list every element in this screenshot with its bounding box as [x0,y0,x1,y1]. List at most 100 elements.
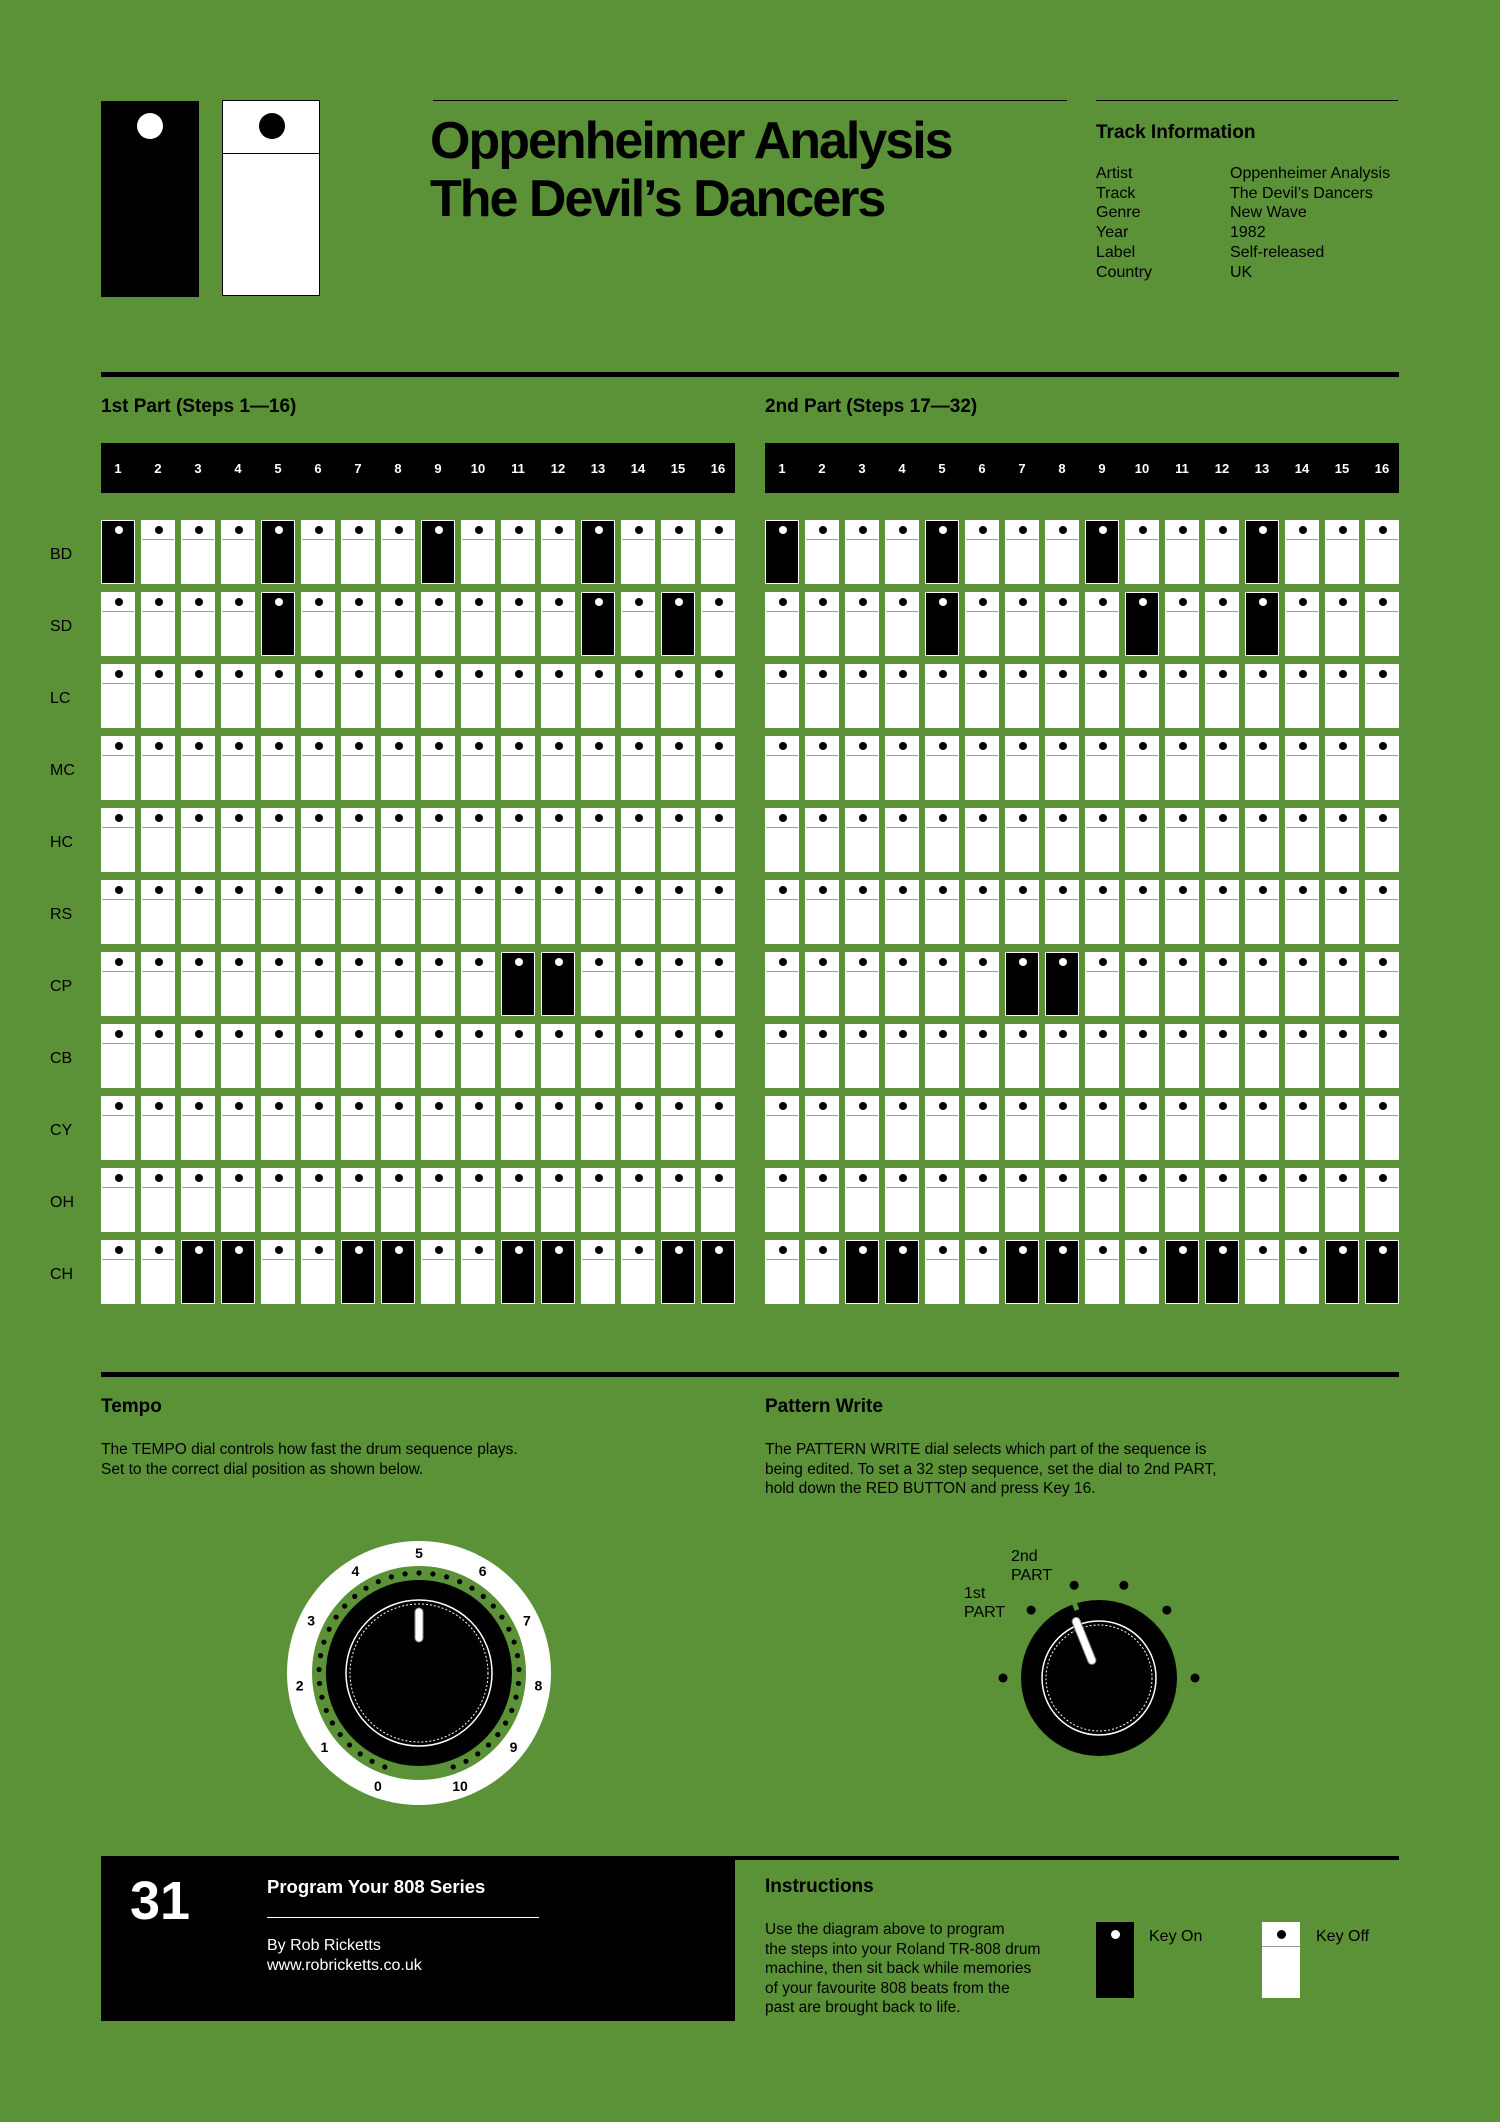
step-key[interactable] [765,952,799,1016]
step-key[interactable] [765,880,799,944]
step-key[interactable] [805,1240,839,1304]
step-key[interactable] [1285,1096,1319,1160]
step-key[interactable] [1125,880,1159,944]
website-link[interactable]: www.robricketts.co.uk [267,1957,422,1974]
step-key[interactable] [661,808,695,872]
step-key[interactable] [885,1168,919,1232]
step-key[interactable] [1325,592,1359,656]
step-key[interactable] [221,1024,255,1088]
step-key[interactable] [1205,808,1239,872]
step-key[interactable] [845,736,879,800]
step-key[interactable] [381,736,415,800]
step-key[interactable] [1285,520,1319,584]
step-key[interactable] [1245,1096,1279,1160]
step-key[interactable] [1325,664,1359,728]
step-key[interactable] [1045,880,1079,944]
step-key[interactable] [845,592,879,656]
step-key[interactable] [621,808,655,872]
step-key[interactable] [701,808,735,872]
step-key[interactable] [765,592,799,656]
step-key[interactable] [141,952,175,1016]
step-key[interactable] [965,1240,999,1304]
step-key[interactable] [661,736,695,800]
step-key[interactable] [341,1240,375,1304]
step-key[interactable] [885,1024,919,1088]
step-key[interactable] [501,736,535,800]
step-key[interactable] [1165,664,1199,728]
step-key[interactable] [701,592,735,656]
step-key[interactable] [661,664,695,728]
step-key[interactable] [581,1240,615,1304]
step-key[interactable] [965,736,999,800]
step-key[interactable] [1125,664,1159,728]
step-key[interactable] [661,592,695,656]
step-key[interactable] [381,1240,415,1304]
step-key[interactable] [765,1024,799,1088]
step-key[interactable] [501,1240,535,1304]
step-key[interactable] [621,1096,655,1160]
step-key[interactable] [1365,880,1399,944]
step-key[interactable] [221,1240,255,1304]
step-key[interactable] [1085,880,1119,944]
step-key[interactable] [1005,1096,1039,1160]
step-key[interactable] [1325,952,1359,1016]
step-key[interactable] [1325,1096,1359,1160]
step-key[interactable] [261,664,295,728]
step-key[interactable] [925,808,959,872]
step-key[interactable] [541,952,575,1016]
step-key[interactable] [1365,520,1399,584]
step-key[interactable] [381,520,415,584]
step-key[interactable] [1125,592,1159,656]
step-key[interactable] [885,592,919,656]
step-key[interactable] [1325,1024,1359,1088]
step-key[interactable] [621,1168,655,1232]
step-key[interactable] [925,952,959,1016]
step-key[interactable] [1125,952,1159,1016]
step-key[interactable] [221,592,255,656]
step-key[interactable] [885,952,919,1016]
step-key[interactable] [661,880,695,944]
step-key[interactable] [501,952,535,1016]
step-key[interactable] [101,592,135,656]
step-key[interactable] [1085,664,1119,728]
step-key[interactable] [341,880,375,944]
step-key[interactable] [341,736,375,800]
step-key[interactable] [661,952,695,1016]
step-key[interactable] [381,1096,415,1160]
step-key[interactable] [925,520,959,584]
step-key[interactable] [661,1096,695,1160]
step-key[interactable] [1165,880,1199,944]
step-key[interactable] [1005,1024,1039,1088]
step-key[interactable] [221,664,255,728]
step-key[interactable] [221,808,255,872]
step-key[interactable] [1005,1168,1039,1232]
step-key[interactable] [701,1168,735,1232]
step-key[interactable] [805,592,839,656]
step-key[interactable] [181,664,215,728]
step-key[interactable] [701,520,735,584]
step-key[interactable] [1125,808,1159,872]
step-key[interactable] [1045,592,1079,656]
step-key[interactable] [181,1168,215,1232]
step-key[interactable] [581,736,615,800]
step-key[interactable] [1245,592,1279,656]
step-key[interactable] [1045,736,1079,800]
step-key[interactable] [461,1168,495,1232]
step-key[interactable] [141,1240,175,1304]
step-key[interactable] [1285,1240,1319,1304]
step-key[interactable] [381,664,415,728]
step-key[interactable] [1205,1024,1239,1088]
step-key[interactable] [1005,1240,1039,1304]
step-key[interactable] [1285,1168,1319,1232]
step-key[interactable] [261,1096,295,1160]
step-key[interactable] [581,592,615,656]
step-key[interactable] [421,520,455,584]
step-key[interactable] [101,1024,135,1088]
step-key[interactable] [261,592,295,656]
step-key[interactable] [421,664,455,728]
step-key[interactable] [925,736,959,800]
step-key[interactable] [1005,664,1039,728]
step-key[interactable] [1125,1096,1159,1160]
step-key[interactable] [141,1024,175,1088]
step-key[interactable] [965,808,999,872]
